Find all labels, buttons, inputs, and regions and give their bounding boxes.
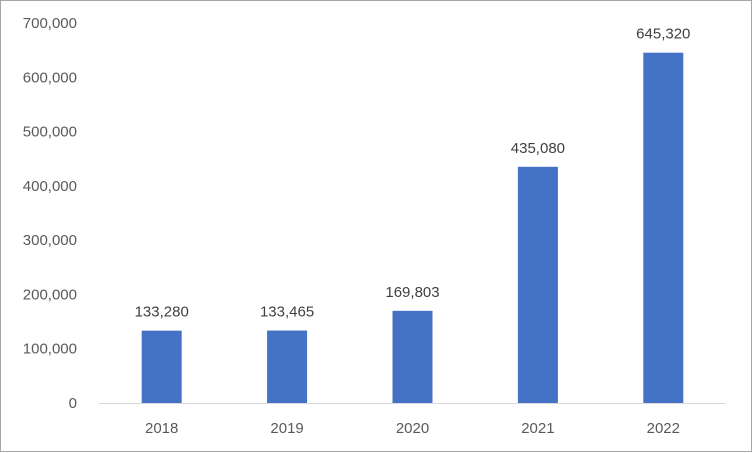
x-tick-label: 2020 [396, 420, 429, 437]
bar-2021 [517, 166, 558, 403]
y-tick-label: 400,000 [23, 178, 77, 195]
y-tick-label: 300,000 [23, 232, 77, 249]
y-tick-label: 600,000 [23, 69, 77, 86]
x-tick-label: 2019 [270, 420, 303, 437]
y-tick-label: 200,000 [23, 286, 77, 303]
y-axis-ticks: 0 100,000 200,000 300,000 400,000 500,000 600,… [23, 15, 77, 412]
data-labels: 133,280 133,465 169,803 435,080 645,320 [135, 26, 691, 321]
data-label: 435,080 [511, 140, 565, 157]
data-label: 645,320 [636, 26, 690, 43]
bar-2018 [141, 330, 182, 403]
y-tick-label: 700,000 [23, 15, 77, 32]
y-tick-label: 0 [69, 395, 77, 412]
y-tick-label: 100,000 [23, 341, 77, 358]
data-label: 133,465 [260, 304, 314, 321]
bars [141, 52, 684, 403]
data-label: 133,280 [135, 304, 189, 321]
x-tick-label: 2018 [145, 420, 178, 437]
x-tick-label: 2022 [647, 420, 680, 437]
x-axis-ticks: 2018 2019 2020 2021 2022 [145, 420, 680, 437]
bar-2022 [643, 52, 684, 403]
y-tick-label: 500,000 [23, 124, 77, 141]
data-label: 169,803 [385, 284, 439, 301]
bar-2019 [267, 330, 308, 403]
bar-2020 [392, 310, 433, 403]
x-tick-label: 2021 [521, 420, 554, 437]
